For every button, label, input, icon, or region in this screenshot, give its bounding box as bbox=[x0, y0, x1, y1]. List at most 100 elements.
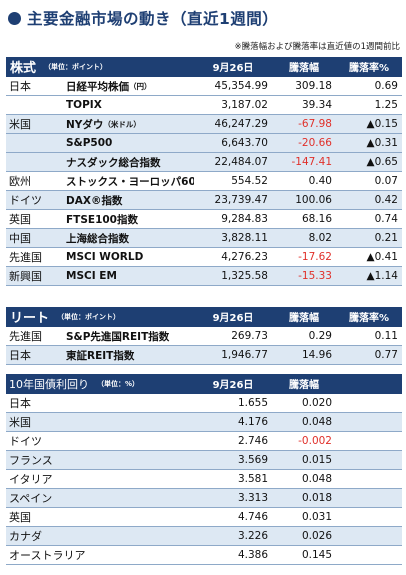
index-name: ナスダック総合指数 bbox=[62, 153, 194, 171]
country-label bbox=[6, 153, 62, 171]
country-label: イタリア bbox=[9, 473, 53, 486]
bullet-icon bbox=[8, 11, 21, 25]
reit-date-header: 9月26日 bbox=[212, 313, 254, 324]
country-label: 英国 bbox=[9, 213, 31, 226]
blank-cell bbox=[336, 413, 402, 431]
bond-row: ドイツ 2.746 -0.002 bbox=[6, 432, 402, 451]
country-label: フランス bbox=[9, 454, 53, 467]
change-cell: 0.048 bbox=[301, 416, 332, 428]
bond-title: 10年国債利回り bbox=[9, 377, 89, 391]
index-label: S&P500 bbox=[66, 137, 113, 149]
index-label: MSCI EM bbox=[66, 270, 117, 282]
rate-cell: ▲0.15 bbox=[366, 118, 398, 130]
index-name: 日経平均株価 （円） bbox=[62, 77, 194, 95]
change-cell: -17.62 bbox=[298, 251, 332, 263]
change-cell: 0.026 bbox=[301, 530, 332, 542]
change-cell: 309.18 bbox=[295, 80, 332, 92]
change-cell: 68.16 bbox=[301, 213, 332, 225]
stocks-row: 新興国 MSCI EM 1,325.58 -15.33 ▲1.14 bbox=[6, 267, 402, 286]
blank-cell bbox=[336, 470, 402, 488]
index-label: DAX®指数 bbox=[66, 194, 123, 207]
rate-cell: ▲0.65 bbox=[366, 156, 398, 168]
stocks-row: 日本 日経平均株価 （円） 45,354.99 309.18 0.69 bbox=[6, 77, 402, 96]
change-cell: 0.020 bbox=[301, 397, 332, 409]
country-label: 日本 bbox=[9, 397, 31, 410]
stocks-change-header: 騰落幅 bbox=[289, 63, 319, 74]
value-cell: 3,187.02 bbox=[221, 99, 268, 111]
reit-row: 先進国 S&P先進国REIT指数 269.73 0.29 0.11 bbox=[6, 327, 402, 346]
rate-cell: 0.74 bbox=[374, 213, 398, 225]
country-label: 米国 bbox=[9, 118, 31, 131]
stocks-row: 英国 FTSE100指数 9,284.83 68.16 0.74 bbox=[6, 210, 402, 229]
bond-unit: （単位：%） bbox=[97, 379, 140, 388]
change-cell: 0.29 bbox=[308, 330, 332, 342]
change-cell: 8.02 bbox=[308, 232, 332, 244]
index-name: ストックス・ヨーロッパ600 bbox=[62, 172, 194, 190]
value-cell: 45,354.99 bbox=[214, 80, 268, 92]
change-cell: 0.40 bbox=[308, 175, 332, 187]
country-label: 米国 bbox=[9, 416, 31, 429]
index-unit: （円） bbox=[129, 81, 152, 91]
stocks-section-label: 株式 （単位：ポイント） bbox=[6, 57, 194, 76]
reit-unit: （単位：ポイント） bbox=[57, 312, 121, 321]
bond-row: スペイン 3.313 0.018 bbox=[6, 489, 402, 508]
index-label: TOPIX bbox=[66, 99, 102, 111]
reit-section-label: リート （単位：ポイント） bbox=[6, 307, 194, 326]
rate-cell: 0.69 bbox=[374, 80, 398, 92]
change-cell: 0.015 bbox=[301, 454, 332, 466]
rate-cell: 0.21 bbox=[374, 232, 398, 244]
value-cell: 554.52 bbox=[231, 175, 268, 187]
yield-cell: 3.581 bbox=[237, 473, 268, 485]
value-cell: 4,276.23 bbox=[221, 251, 268, 263]
index-name: FTSE100指数 bbox=[62, 210, 194, 228]
index-name: NYダウ （米ドル） bbox=[62, 115, 194, 133]
stocks-title: 株式 bbox=[10, 61, 37, 76]
country-label: カナダ bbox=[9, 530, 42, 543]
change-cell: 0.145 bbox=[301, 549, 332, 561]
index-name: 上海総合指数 bbox=[62, 229, 194, 247]
index-name: 東証REIT指数 bbox=[66, 349, 135, 362]
index-name: MSCI WORLD bbox=[62, 248, 194, 266]
rate-cell: ▲0.31 bbox=[366, 137, 398, 149]
change-cell: 0.018 bbox=[301, 492, 332, 504]
change-cell: 39.34 bbox=[301, 99, 332, 111]
bond-date-header: 9月26日 bbox=[212, 380, 254, 391]
index-name: S&P先進国REIT指数 bbox=[66, 330, 170, 343]
stocks-table: 株式 （単位：ポイント） 9月26日 騰落幅 騰落率% 日本 日経平均株価 （円） 4… bbox=[6, 57, 402, 286]
yield-cell: 1.655 bbox=[237, 397, 268, 409]
country-label: オーストラリア bbox=[9, 549, 86, 562]
change-cell: -0.002 bbox=[298, 435, 332, 447]
change-cell: -147.41 bbox=[291, 156, 332, 168]
value-cell: 269.73 bbox=[231, 330, 268, 342]
country-label: 新興国 bbox=[9, 270, 42, 283]
rate-cell: 0.77 bbox=[374, 349, 398, 361]
page-title: 主要金融市場の動き（直近1週間） bbox=[27, 10, 279, 28]
change-cell: 0.031 bbox=[301, 511, 332, 523]
yield-cell: 2.746 bbox=[237, 435, 268, 447]
value-cell: 22,484.07 bbox=[214, 156, 268, 168]
yield-cell: 3.569 bbox=[237, 454, 268, 466]
bond-row: カナダ 3.226 0.026 bbox=[6, 527, 402, 546]
yield-cell: 4.176 bbox=[237, 416, 268, 428]
reit-table: リート （単位：ポイント） 9月26日 騰落幅 騰落率% 先進国 S&P先進国RE… bbox=[6, 307, 402, 365]
index-name: TOPIX bbox=[62, 96, 194, 114]
bond-table: 10年国債利回り （単位：%） 9月26日 騰落幅 日本 1.655 0.020 米国… bbox=[6, 374, 402, 565]
value-cell: 3,828.11 bbox=[221, 232, 268, 244]
country-label: スペイン bbox=[9, 492, 53, 505]
blank-cell bbox=[336, 489, 402, 507]
index-name: MSCI EM bbox=[62, 267, 194, 285]
rate-cell: 1.25 bbox=[374, 99, 398, 111]
country-label: 日本 bbox=[9, 349, 31, 362]
change-cell: 0.048 bbox=[301, 473, 332, 485]
index-label: ストックス・ヨーロッパ600 bbox=[66, 175, 194, 188]
yield-cell: 4.386 bbox=[237, 549, 268, 561]
bond-header-row: 10年国債利回り （単位：%） 9月26日 騰落幅 bbox=[6, 374, 402, 394]
change-cell: 100.06 bbox=[295, 194, 332, 206]
country-label: 欧州 bbox=[9, 175, 31, 188]
index-unit: （米ドル） bbox=[103, 119, 141, 129]
bond-row: イタリア 3.581 0.048 bbox=[6, 470, 402, 489]
stocks-row: ドイツ DAX®指数 23,739.47 100.06 0.42 bbox=[6, 191, 402, 210]
yield-cell: 4.746 bbox=[237, 511, 268, 523]
rate-cell: ▲1.14 bbox=[366, 270, 398, 282]
rate-cell: 0.42 bbox=[374, 194, 398, 206]
